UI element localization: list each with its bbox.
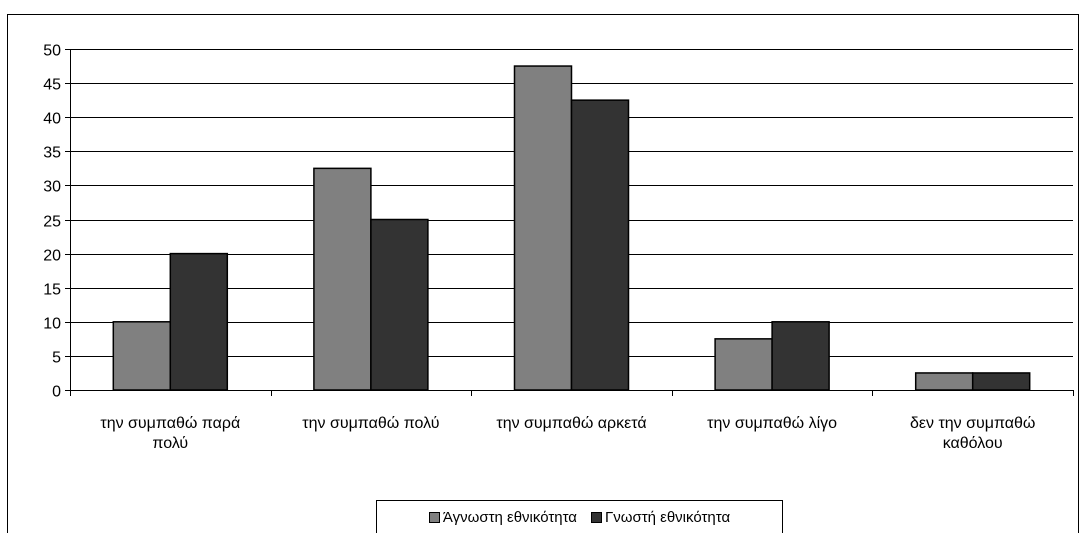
bar-unknown-3 [714, 338, 773, 391]
x-category-label: δεν την συμπαθώ [910, 415, 1035, 432]
legend-item-known: Γνωστή εθνικότητα [590, 508, 731, 526]
legend-label-unknown: Άγνωστη εθνικότητα [442, 508, 577, 526]
x-axis-labels: την συμπαθώ παρά πολύ την συμπαθώ πολύ την … [100, 415, 1035, 452]
legend-item-unknown: Άγνωστη εθνικότητα [428, 508, 577, 526]
bar-unknown-2 [513, 65, 573, 391]
y-tick-label: 35 [43, 145, 61, 162]
y-tick-label: 10 [43, 316, 61, 333]
y-tick-label: 25 [43, 214, 61, 231]
bar-unknown-1 [313, 167, 372, 391]
bar-known-4 [971, 372, 1031, 391]
bar-known-2 [570, 99, 630, 391]
axes [65, 49, 1074, 396]
y-tick-label: 15 [43, 282, 61, 299]
chart-frame [7, 14, 1079, 533]
y-tick-label: 30 [43, 179, 61, 196]
x-category-label: την συμπαθώ λίγο [707, 415, 837, 432]
y-tick-label: 40 [43, 111, 61, 128]
legend-swatch-unknown [428, 511, 440, 523]
x-category-label: καθόλου [943, 435, 1003, 452]
bar-known-0 [169, 252, 229, 391]
bar-known-3 [771, 321, 830, 391]
bar-unknown-4 [914, 372, 974, 391]
y-tick-label: 0 [52, 384, 61, 401]
bar-unknown-0 [112, 321, 172, 391]
x-category-label: την συμπαθώ πολύ [302, 415, 439, 432]
x-category-label: πολύ [152, 435, 188, 452]
y-tick-label: 20 [43, 248, 61, 265]
bars [112, 65, 1031, 391]
x-category-label: την συμπαθώ αρκετά [496, 415, 646, 432]
y-tick-label: 50 [43, 43, 61, 60]
y-tick-label: 5 [52, 350, 61, 367]
legend: Άγνωστη εθνικότητα Γνωστή εθνικότητα [376, 500, 783, 533]
bar-known-1 [370, 218, 429, 391]
y-tick-label: 45 [43, 77, 61, 94]
legend-label-known: Γνωστή εθνικότητα [604, 508, 731, 526]
legend-swatch-known [590, 511, 602, 523]
y-axis-ticks: 0 5 10 15 20 25 30 35 40 45 50 [43, 43, 61, 401]
x-category-label: την συμπαθώ παρά [100, 415, 240, 432]
